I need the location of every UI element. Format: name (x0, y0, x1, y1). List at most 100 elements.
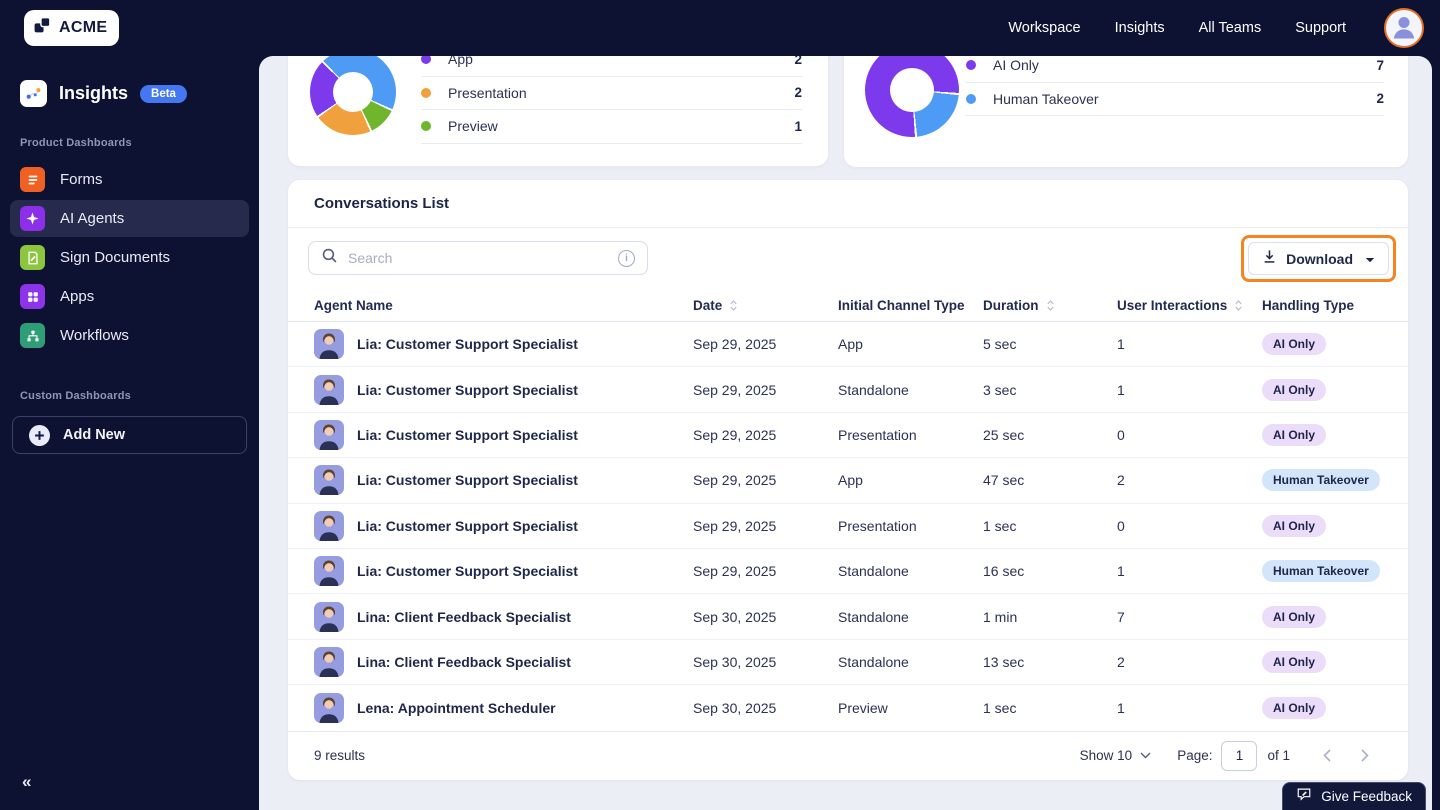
channel-type-cell: Standalone (838, 563, 909, 580)
add-new-button[interactable]: Add New (12, 416, 247, 454)
nav-link-all-teams[interactable]: All Teams (1198, 20, 1262, 36)
nav-link-support[interactable]: Support (1295, 20, 1346, 36)
info-icon[interactable]: i (618, 249, 635, 267)
conversations-card-header: Conversations List (288, 180, 1408, 228)
insights-app-icon (20, 80, 47, 107)
handling-type-badge: AI Only (1262, 378, 1327, 401)
sidebar-item-sign-documents[interactable]: Sign Documents (10, 239, 249, 276)
page-size-select[interactable]: Show 10 (1080, 748, 1152, 763)
conversations-title: Conversations List (314, 195, 450, 212)
page-number-input[interactable] (1221, 740, 1258, 771)
table-row[interactable]: Lina: Client Feedback Specialist Sep 30, … (288, 594, 1408, 640)
agent-avatar (314, 465, 344, 496)
legend-label: Human Takeover (993, 90, 1099, 107)
download-highlight-box: Download (1241, 235, 1396, 282)
date-cell: Sep 29, 2025 (693, 517, 777, 534)
previous-page-button[interactable] (1314, 743, 1340, 769)
channel-type-cell: Standalone (838, 381, 909, 398)
next-page-button[interactable] (1352, 743, 1378, 769)
handling-type-cell: Human Takeover (1262, 469, 1382, 492)
acme-logo-icon (33, 16, 52, 40)
agent-cell: Lina: Client Feedback Specialist (314, 646, 693, 677)
legend-row-presentation: Presentation 2 (421, 77, 802, 110)
give-feedback-button[interactable]: Give Feedback (1282, 782, 1426, 810)
forms-icon (20, 167, 45, 192)
chevron-right-icon (1361, 749, 1369, 762)
column-header-agent-name: Agent Name (314, 298, 693, 313)
handling-type-badge: AI Only (1262, 514, 1327, 537)
agent-cell: Lia: Customer Support Specialist (314, 510, 693, 541)
search-box: i (308, 241, 648, 275)
sidebar-item-workflows[interactable]: Workflows (10, 317, 249, 354)
handling-type-cell: AI Only (1262, 378, 1382, 401)
download-button[interactable]: Download (1248, 242, 1389, 275)
table-row[interactable]: Lia: Customer Support Specialist Sep 29, … (288, 413, 1408, 459)
page-size-label: Show 10 (1079, 748, 1133, 764)
column-header-user-interactions[interactable]: User Interactions (1117, 298, 1262, 313)
donut-hole (890, 68, 934, 112)
agent-cell: Lena: Appointment Scheduler (314, 692, 693, 723)
sort-icon[interactable] (1046, 299, 1055, 312)
user-interactions-cell: 1 (1117, 336, 1125, 353)
channel-type-cell: Standalone (838, 653, 909, 670)
user-avatar[interactable] (1384, 8, 1424, 48)
column-header-handling-type: Handling Type (1262, 298, 1382, 313)
channel-type-cell: Standalone (838, 608, 909, 625)
sidebar-item-ai-agents[interactable]: AI Agents (10, 200, 249, 237)
duration-cell: 47 sec (983, 472, 1025, 489)
table-row[interactable]: Lia: Customer Support Specialist Sep 29, … (288, 549, 1408, 595)
agent-cell: Lia: Customer Support Specialist (314, 465, 693, 496)
handling-type-cell: AI Only (1262, 514, 1382, 537)
sign-documents-icon (20, 245, 45, 270)
sidebar-item-apps[interactable]: Apps (10, 278, 249, 315)
table-row[interactable]: Lina: Client Feedback Specialist Sep 30, … (288, 640, 1408, 686)
user-interactions-cell: 2 (1117, 472, 1125, 489)
table-row[interactable]: Lia: Customer Support Specialist Sep 29, … (288, 504, 1408, 549)
add-new-label: Add New (63, 427, 126, 443)
agent-name: Lia: Customer Support Specialist (357, 563, 578, 580)
channel-type-card: App 2 Presentation 2 Preview 1 (288, 56, 828, 166)
column-header-date[interactable]: Date (693, 298, 838, 313)
column-header-duration[interactable]: Duration (983, 298, 1117, 313)
duration-cell: 13 sec (983, 653, 1025, 670)
user-interactions-cell: 0 (1117, 426, 1125, 443)
nav-link-workspace[interactable]: Workspace (1008, 20, 1081, 36)
nav-link-insights[interactable]: Insights (1114, 20, 1165, 36)
sort-icon[interactable] (729, 299, 738, 312)
handling-type-badge: Human Takeover (1262, 560, 1380, 583)
table-row[interactable]: Lena: Appointment Scheduler Sep 30, 2025 P… (288, 685, 1408, 730)
search-input[interactable] (348, 250, 608, 266)
table-row[interactable]: Lia: Customer Support Specialist Sep 29, … (288, 367, 1408, 413)
user-interactions-cell: 2 (1117, 653, 1125, 670)
conversations-toolbar: i Download (288, 228, 1408, 290)
handling-type-badge: AI Only (1262, 650, 1327, 673)
agent-avatar (314, 419, 344, 450)
handling-type-cell: AI Only (1262, 333, 1382, 356)
agent-cell: Lia: Customer Support Specialist (314, 329, 693, 360)
agent-cell: Lia: Customer Support Specialist (314, 419, 693, 450)
agent-name: Lia: Customer Support Specialist (357, 517, 578, 534)
agent-avatar (314, 692, 344, 723)
agent-avatar (314, 646, 344, 677)
legend-dot (421, 56, 431, 65)
sidebar-collapse-button[interactable]: « (22, 772, 32, 791)
legend-row-ai-only: AI Only 7 (966, 56, 1384, 83)
acme-logo[interactable]: ACME (24, 10, 120, 46)
download-caret-icon (1365, 250, 1375, 268)
legend-label: AI Only (993, 57, 1039, 74)
sort-icon[interactable] (1234, 299, 1243, 312)
agent-cell: Lia: Customer Support Specialist (314, 374, 693, 405)
table-row[interactable]: Lia: Customer Support Specialist Sep 29, … (288, 458, 1408, 504)
plus-icon (29, 424, 50, 446)
legend-label: App (448, 56, 473, 68)
section-label-custom-dashboards: Custom Dashboards (20, 390, 131, 402)
channel-type-cell: Presentation (838, 426, 917, 443)
sidebar-item-label: Apps (60, 288, 95, 305)
date-cell: Sep 30, 2025 (693, 653, 777, 670)
table-row[interactable]: Lia: Customer Support Specialist Sep 29, … (288, 322, 1408, 368)
sidebar-item-forms[interactable]: Forms (10, 161, 249, 198)
date-cell: Sep 29, 2025 (693, 563, 777, 580)
handling-type-badge: Human Takeover (1262, 469, 1380, 492)
duration-cell: 1 sec (983, 517, 1017, 534)
